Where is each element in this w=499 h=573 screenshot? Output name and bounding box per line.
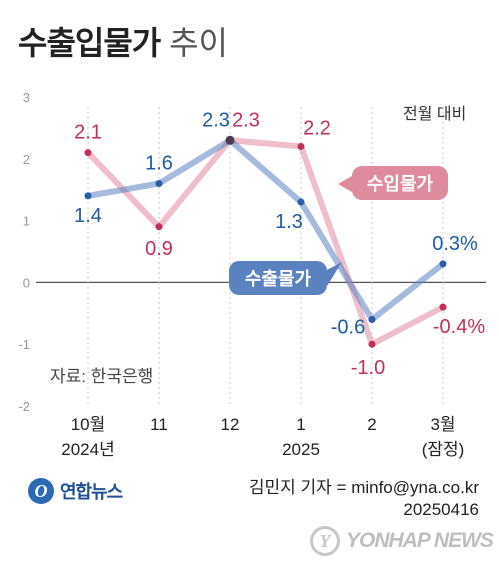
import-point xyxy=(439,303,447,311)
x-tick-label: 12 xyxy=(221,415,240,434)
import-data-label: 2.3 xyxy=(232,109,260,131)
export-point xyxy=(155,180,163,188)
title-sub: 추이 xyxy=(169,25,228,61)
import-data-label: 2.1 xyxy=(74,122,102,144)
import-series-line xyxy=(85,137,446,348)
x-tick-sublabel: 2025 xyxy=(282,440,320,459)
y-tick-label: 3 xyxy=(23,90,30,105)
x-tick-label: 10월 xyxy=(71,415,106,434)
y-tick-label: 0 xyxy=(23,275,30,290)
import-data-label: 2.2 xyxy=(303,117,331,139)
y-tick-label: 1 xyxy=(23,214,30,229)
title-main: 수출입물가 xyxy=(18,25,161,61)
credit: 김민지 기자 = minfo@yna.co.kr 20250416 xyxy=(249,477,479,521)
line-chart: 3 2 1 0 -1 -2 1.4 1.6 2.3 1.3 -0.6 0.3% 2.1 0.9 2.3 2.2… xyxy=(18,90,486,459)
export-data-label: 1.3 xyxy=(275,211,303,233)
export-data-label: 1.4 xyxy=(74,205,102,227)
export-data-label: 0.3% xyxy=(432,233,478,255)
chart-title: 수출입물가 추이 xyxy=(18,18,228,64)
import-callout-pointer xyxy=(338,176,352,192)
x-tick-sublabel: 2024년 xyxy=(61,440,114,459)
y-tick-label: -1 xyxy=(18,337,30,352)
import-point xyxy=(84,149,92,157)
x-tick-sublabel: (잠정) xyxy=(422,440,465,459)
watermark-text: YONHAP NEWS xyxy=(346,529,494,552)
x-tick-label: 1 xyxy=(296,415,305,434)
credit-reporter: 김민지 기자 = minfo@yna.co.kr xyxy=(248,478,479,497)
export-data-label: 1.6 xyxy=(145,153,173,175)
export-callout-box xyxy=(229,261,327,295)
export-series-line xyxy=(85,137,446,323)
import-callout-box xyxy=(352,166,448,200)
yonhap-logo-icon: O xyxy=(28,478,54,504)
source-label: 자료: 한국은행 xyxy=(50,367,154,386)
overlap-point xyxy=(225,135,235,145)
x-tick-label: 3월 xyxy=(430,415,455,434)
x-tick-label: 11 xyxy=(150,415,168,434)
import-data-label: 0.9 xyxy=(145,238,173,260)
unit-label: 전월 대비 xyxy=(403,106,467,123)
credit-date: 20250416 xyxy=(403,500,479,519)
export-point xyxy=(84,192,92,200)
export-point xyxy=(297,198,305,206)
export-callout-label: 수출물가 xyxy=(245,269,312,289)
export-data-label: -0.6 xyxy=(331,316,365,338)
yonhap-logo-text: 연합뉴스 xyxy=(60,482,123,502)
y-tick-label: 2 xyxy=(23,152,30,167)
yonhap-logo: O 연합뉴스 xyxy=(28,478,123,504)
import-callout-label: 수입물가 xyxy=(367,173,434,194)
export-point xyxy=(439,260,447,268)
export-point xyxy=(368,315,376,323)
watermark-icon: Y xyxy=(310,526,340,556)
export-callout-pointer xyxy=(327,262,342,286)
import-point xyxy=(155,223,163,231)
export-data-label: 2.3 xyxy=(202,109,230,131)
x-tick-label: 2 xyxy=(367,415,376,434)
watermark: Y YONHAP NEWS xyxy=(310,526,494,556)
import-data-label: -0.4% xyxy=(433,316,485,338)
y-tick-label: -2 xyxy=(18,399,30,414)
import-point xyxy=(368,340,376,348)
import-data-label: -1.0 xyxy=(351,357,385,379)
import-point xyxy=(297,142,305,150)
